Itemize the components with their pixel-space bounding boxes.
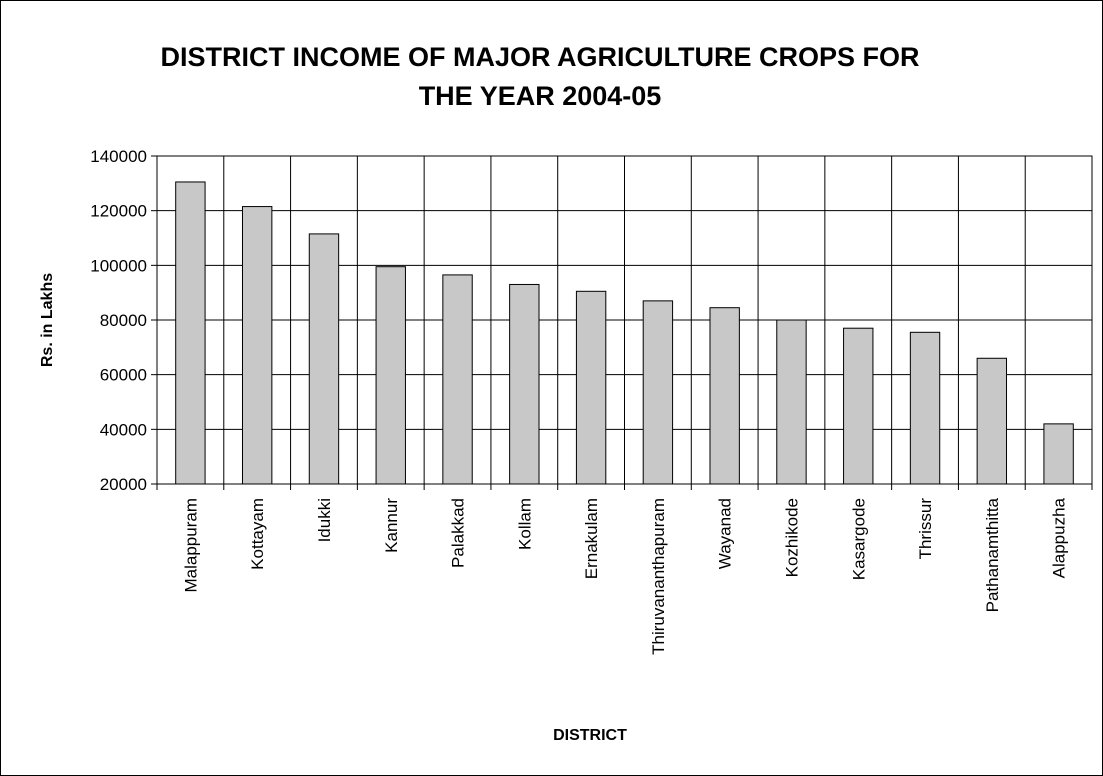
x-tick-label: Kozhikode — [782, 498, 801, 577]
x-tick-label: Palakkad — [449, 498, 468, 568]
y-tick-label: 100000 — [90, 256, 147, 275]
axes — [151, 155, 1093, 490]
x-tick-label: Kottayam — [248, 498, 267, 570]
bar — [375, 266, 406, 485]
x-tick-label: Kasargode — [849, 498, 868, 580]
bar — [909, 331, 941, 485]
chart-title-line-1: DISTRICT INCOME OF MAJOR AGRICULTURE CRO… — [160, 42, 920, 72]
bar — [709, 307, 740, 485]
y-tick-label: 80000 — [100, 311, 147, 330]
x-tick-labels: Malappuram Kottayam Idukki Kannur Palakkad Ko… — [181, 497, 1068, 654]
x-tick-label: Kannur — [382, 498, 401, 553]
bar — [843, 327, 874, 485]
x-tick-label: Ernakulam — [582, 498, 601, 579]
bar — [976, 357, 1008, 485]
chart-title: DISTRICT INCOME OF MAJOR AGRICULTURE CRO… — [40, 38, 1040, 116]
bar — [509, 283, 540, 485]
bar — [241, 206, 273, 485]
bar — [308, 233, 340, 485]
y-tick-label: 140000 — [90, 147, 147, 166]
x-tick-label: Thiruvananthapuram — [649, 498, 668, 655]
x-axis-title: DISTRICT — [553, 727, 627, 744]
bar — [776, 319, 807, 485]
bar — [642, 300, 674, 485]
x-tick-label: Thrissur — [916, 498, 935, 560]
x-tick-label: Alappuzha — [1050, 497, 1069, 578]
y-axis-title: Rs. in Lakhs — [39, 273, 56, 367]
gridlines — [156, 155, 1093, 485]
x-tick-label: Pathanamthitta — [983, 497, 1002, 612]
bar — [175, 181, 206, 485]
x-tick-label: Idukki — [315, 498, 334, 542]
chart-title-line-2: THE YEAR 2004-05 — [418, 81, 662, 111]
y-tick-label: 60000 — [100, 366, 147, 385]
x-tick-label: Kollam — [515, 498, 534, 550]
y-tick-labels: 20000 40000 60000 80000 100000 120000 140000 — [90, 147, 147, 494]
bar — [575, 290, 607, 485]
plot-area-border — [156, 155, 1093, 485]
x-tick-label: Wayanad — [716, 498, 735, 569]
bar — [442, 274, 473, 485]
bar — [1043, 423, 1074, 485]
y-tick-label: 20000 — [100, 475, 147, 494]
y-tick-label: 120000 — [90, 202, 147, 221]
bars — [175, 181, 1074, 485]
x-tick-label: Malappuram — [181, 498, 200, 593]
y-tick-label: 40000 — [100, 420, 147, 439]
